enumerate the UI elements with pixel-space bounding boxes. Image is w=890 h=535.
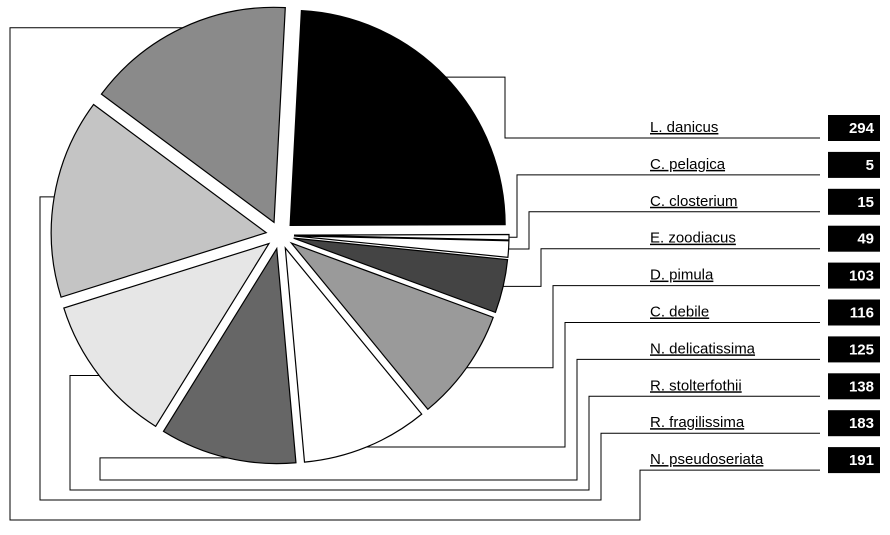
leader-line	[99, 358, 645, 481]
value-box	[828, 299, 880, 326]
value-box	[828, 262, 880, 289]
value-label: 183	[849, 415, 874, 432]
pie-slice	[293, 237, 509, 314]
pie-slice	[162, 246, 297, 465]
legend-label: E. zoodiacus	[650, 230, 736, 247]
value-label: 294	[849, 120, 875, 137]
value-box	[828, 410, 880, 437]
leader-line	[39, 196, 645, 501]
value-box	[828, 373, 880, 400]
value-label: 138	[849, 378, 874, 395]
pie-slice	[50, 103, 268, 298]
leader-line	[503, 248, 645, 287]
value-box	[828, 447, 880, 474]
value-box	[828, 188, 880, 215]
value-label: 116	[850, 304, 874, 321]
legend-label: D. pimula	[650, 267, 714, 284]
legend-label: L. danicus	[650, 119, 718, 136]
value-label: 5	[866, 157, 874, 174]
value-box	[828, 115, 880, 141]
value-box	[828, 151, 880, 178]
legend-label: C. debile	[650, 303, 709, 320]
leader-line	[508, 174, 645, 238]
leader-line	[366, 322, 645, 448]
value-box	[828, 225, 880, 252]
value-label: 15	[857, 194, 874, 211]
pie-slice	[63, 242, 271, 428]
leader-line	[69, 374, 645, 491]
leader-line	[466, 285, 645, 369]
leader-line	[9, 27, 645, 521]
pie-slice	[293, 233, 510, 241]
value-label: 191	[849, 452, 874, 469]
pie-slice	[100, 6, 286, 224]
legend-label: R. stolterfothii	[650, 377, 742, 394]
value-label: 49	[857, 231, 874, 248]
leader-line	[445, 76, 645, 139]
value-box	[828, 336, 880, 363]
value-label: 103	[849, 268, 874, 285]
legend-label: N. delicatissima	[650, 340, 756, 357]
legend-label: C. pelagica	[650, 156, 726, 173]
legend-label: N. pseudoseriata	[650, 451, 764, 468]
pie-slice	[289, 10, 506, 226]
pie-slice	[284, 246, 423, 463]
leader-line	[508, 211, 645, 250]
legend-label: C. closterium	[650, 193, 738, 210]
legend-label: R. fragilissima	[650, 414, 745, 431]
value-label: 125	[849, 341, 874, 358]
